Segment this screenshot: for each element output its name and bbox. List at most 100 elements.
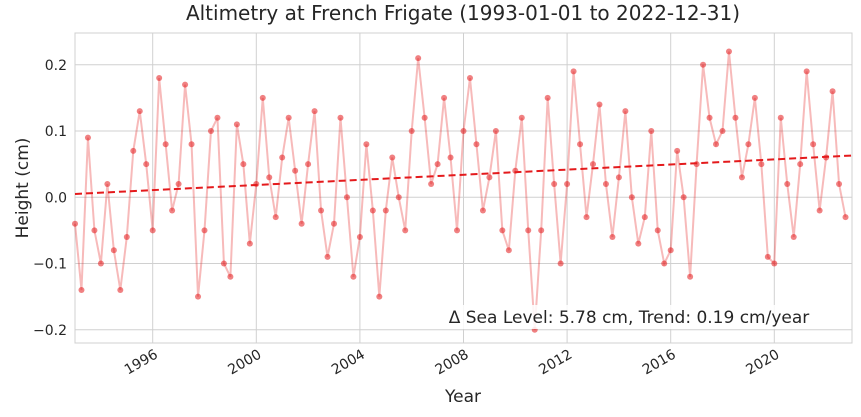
point xyxy=(725,48,732,55)
trend-line xyxy=(74,154,853,195)
point xyxy=(816,207,823,214)
x-tick-label: 2012 xyxy=(536,347,575,379)
point xyxy=(538,227,545,234)
point xyxy=(758,161,765,168)
point xyxy=(272,214,279,221)
point xyxy=(680,194,687,201)
series-line xyxy=(74,51,847,330)
point xyxy=(356,234,363,241)
point xyxy=(771,260,778,267)
point xyxy=(641,214,648,221)
point xyxy=(525,227,532,234)
x-tick-label: 2004 xyxy=(329,347,368,379)
point xyxy=(369,207,376,214)
point xyxy=(78,287,85,294)
point xyxy=(104,181,111,188)
point xyxy=(700,61,707,68)
point xyxy=(402,227,409,234)
point xyxy=(110,247,117,254)
point xyxy=(577,141,584,148)
point xyxy=(201,227,208,234)
point xyxy=(246,240,253,247)
point xyxy=(790,234,797,241)
point xyxy=(784,181,791,188)
point xyxy=(188,141,195,148)
point xyxy=(117,287,124,294)
point xyxy=(156,75,163,82)
point xyxy=(376,293,383,300)
point xyxy=(460,128,467,135)
point xyxy=(447,154,454,161)
point xyxy=(661,260,668,267)
point xyxy=(486,174,493,181)
point xyxy=(473,141,480,148)
x-tick-label: 2008 xyxy=(433,347,472,379)
y-tick-label: 0.1 xyxy=(45,124,67,140)
point xyxy=(305,161,312,168)
point xyxy=(123,234,130,241)
point xyxy=(590,161,596,168)
point xyxy=(337,114,344,121)
point xyxy=(311,108,318,115)
point xyxy=(479,207,486,214)
point xyxy=(408,128,415,135)
point xyxy=(648,128,655,135)
x-tick-label: 2000 xyxy=(225,347,264,379)
y-axis-label: Height (cm) xyxy=(13,138,33,239)
point xyxy=(350,273,357,280)
y-tick-label: 0.0 xyxy=(45,190,67,206)
y-tick-label: −0.2 xyxy=(33,323,67,339)
point xyxy=(609,234,616,241)
point xyxy=(175,181,182,188)
point xyxy=(298,220,305,227)
point xyxy=(84,134,91,141)
point xyxy=(803,68,810,75)
point xyxy=(162,141,169,148)
point xyxy=(564,181,571,188)
point xyxy=(318,207,325,214)
point xyxy=(622,108,629,115)
point xyxy=(169,207,176,214)
annotation-box xyxy=(440,305,818,329)
point xyxy=(143,161,150,168)
point xyxy=(654,227,661,234)
point xyxy=(363,141,370,148)
point xyxy=(596,101,603,108)
point xyxy=(97,260,104,267)
chart-title: Altimetry at French Frigate (1993-01-01 … xyxy=(186,1,740,25)
point xyxy=(266,174,273,181)
point xyxy=(583,214,590,221)
point xyxy=(421,114,428,121)
point xyxy=(836,181,843,188)
point xyxy=(434,161,441,168)
point xyxy=(687,273,694,280)
point xyxy=(285,114,292,121)
point xyxy=(343,194,350,201)
x-tick-label: 1996 xyxy=(122,347,161,379)
point xyxy=(454,227,461,234)
point xyxy=(544,94,551,101)
point xyxy=(195,293,202,300)
point xyxy=(499,227,506,234)
point xyxy=(615,174,622,181)
point xyxy=(505,247,512,254)
point xyxy=(207,128,214,135)
point xyxy=(829,88,836,95)
point xyxy=(324,253,331,260)
x-tick-label: 2016 xyxy=(640,347,679,379)
point xyxy=(227,273,234,280)
point xyxy=(557,260,564,267)
y-tick-label: 0.2 xyxy=(45,58,67,74)
point xyxy=(428,181,435,188)
point xyxy=(719,128,726,135)
y-tick-label: −0.1 xyxy=(33,257,67,273)
point xyxy=(130,147,137,154)
x-axis-label: Year xyxy=(444,387,481,407)
point xyxy=(810,141,817,148)
point xyxy=(259,94,266,101)
point xyxy=(182,81,189,88)
point xyxy=(136,108,143,115)
point xyxy=(72,220,78,227)
point xyxy=(713,141,720,148)
